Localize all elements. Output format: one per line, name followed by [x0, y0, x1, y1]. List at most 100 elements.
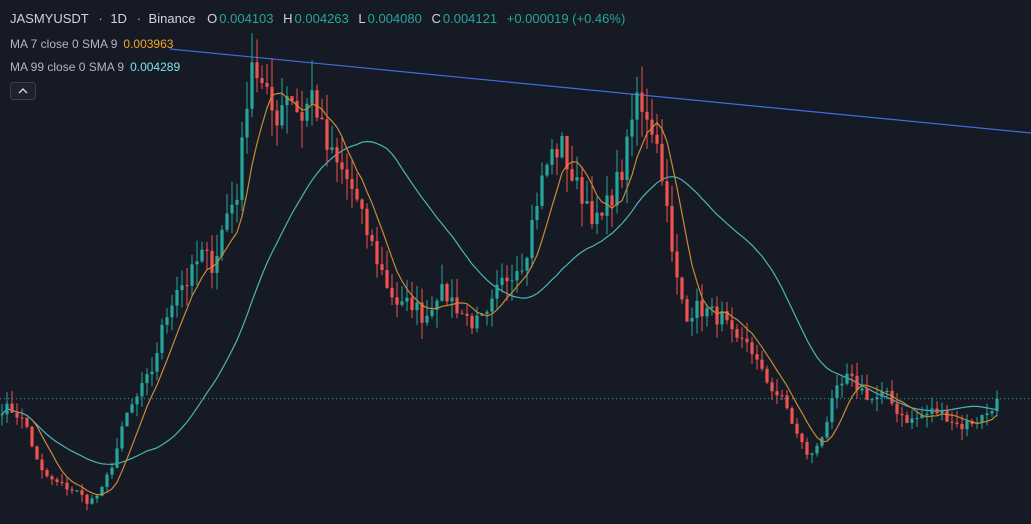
candle-body[interactable] — [930, 408, 934, 414]
ma7-legend[interactable]: MA 7 close 0 SMA 9 0.003963 — [10, 37, 173, 51]
candle-body[interactable] — [120, 426, 124, 449]
candle-body[interactable] — [460, 313, 464, 315]
candle-body[interactable] — [500, 277, 504, 285]
candle-body[interactable] — [35, 446, 39, 460]
candle-body[interactable] — [455, 297, 459, 314]
candle-body[interactable] — [195, 261, 199, 265]
candle-body[interactable] — [800, 433, 804, 443]
candle-body[interactable] — [200, 249, 204, 262]
candle-body[interactable] — [525, 257, 529, 271]
candle-body[interactable] — [730, 320, 734, 330]
candle-body[interactable] — [165, 317, 169, 325]
candle-body[interactable] — [55, 479, 59, 482]
candle-body[interactable] — [740, 337, 744, 339]
candle-body[interactable] — [610, 195, 614, 206]
candle-body[interactable] — [925, 413, 929, 416]
candle-body[interactable] — [830, 398, 834, 422]
candle-body[interactable] — [665, 181, 669, 206]
candle-body[interactable] — [845, 373, 849, 384]
candle-body[interactable] — [550, 149, 554, 165]
candle-body[interactable] — [335, 147, 339, 163]
candle-body[interactable] — [100, 486, 104, 496]
candle-body[interactable] — [810, 453, 814, 455]
candle-body[interactable] — [780, 395, 784, 397]
candle-body[interactable] — [235, 199, 239, 205]
candle-body[interactable] — [400, 301, 404, 305]
candle-body[interactable] — [430, 309, 434, 316]
candle-body[interactable] — [760, 359, 764, 369]
candle-body[interactable] — [770, 382, 774, 392]
candle-body[interactable] — [735, 329, 739, 338]
candle-body[interactable] — [505, 277, 509, 282]
candle-body[interactable] — [205, 249, 209, 251]
candle-body[interactable] — [155, 352, 159, 372]
trendline[interactable] — [169, 48, 1031, 134]
candle-body[interactable] — [320, 117, 324, 120]
candle-body[interactable] — [885, 390, 889, 393]
candle-body[interactable] — [105, 474, 109, 487]
candle-body[interactable] — [210, 250, 214, 273]
candle-body[interactable] — [960, 423, 964, 430]
candle-body[interactable] — [275, 110, 279, 126]
candle-body[interactable] — [425, 315, 429, 323]
candle-body[interactable] — [675, 251, 679, 278]
candle-body[interactable] — [60, 481, 64, 483]
candle-body[interactable] — [70, 489, 74, 491]
candle-body[interactable] — [365, 208, 369, 236]
candle-body[interactable] — [790, 408, 794, 424]
candle-body[interactable] — [815, 445, 819, 454]
candle-body[interactable] — [570, 169, 574, 181]
candle-body[interactable] — [315, 90, 319, 118]
candle-body[interactable] — [225, 213, 229, 230]
candle-body[interactable] — [490, 298, 494, 312]
candle-body[interactable] — [295, 100, 299, 113]
candle-body[interactable] — [965, 420, 969, 430]
candle-body[interactable] — [40, 459, 44, 471]
candle-body[interactable] — [215, 255, 219, 273]
candle-body[interactable] — [390, 287, 394, 298]
candle-body[interactable] — [685, 299, 689, 322]
candle-body[interactable] — [180, 285, 184, 291]
candle-body[interactable] — [135, 396, 139, 405]
candle-body[interactable] — [145, 374, 149, 384]
candle-body[interactable] — [950, 421, 954, 423]
candle-body[interactable] — [575, 177, 579, 181]
candle-body[interactable] — [890, 390, 894, 404]
candle-body[interactable] — [480, 313, 484, 316]
candle-body[interactable] — [630, 119, 634, 137]
candle-body[interactable] — [310, 90, 314, 104]
candle-body[interactable] — [515, 271, 519, 281]
candle-body[interactable] — [5, 403, 9, 415]
collapse-legend-button[interactable] — [10, 82, 36, 100]
candle-body[interactable] — [15, 412, 19, 418]
candle-body[interactable] — [465, 313, 469, 316]
candle-body[interactable] — [775, 391, 779, 396]
candle-body[interactable] — [700, 300, 704, 317]
candle-body[interactable] — [185, 285, 189, 287]
candle-body[interactable] — [715, 306, 719, 325]
ma99-legend[interactable]: MA 99 close 0 SMA 9 0.004289 — [10, 60, 180, 74]
candle-body[interactable] — [345, 169, 349, 180]
candle-body[interactable] — [660, 143, 664, 182]
candle-body[interactable] — [705, 308, 709, 317]
candle-body[interactable] — [745, 338, 749, 343]
candle-body[interactable] — [330, 147, 334, 150]
candle-body[interactable] — [0, 414, 4, 416]
candle-body[interactable] — [680, 277, 684, 300]
candle-body[interactable] — [980, 415, 984, 423]
candle-body[interactable] — [520, 270, 524, 272]
candle-body[interactable] — [795, 423, 799, 434]
candle-body[interactable] — [540, 175, 544, 207]
candle-body[interactable] — [370, 235, 374, 242]
candle-body[interactable] — [260, 78, 264, 83]
candle-body[interactable] — [545, 164, 549, 176]
candle-body[interactable] — [450, 297, 454, 302]
candle-body[interactable] — [190, 264, 194, 286]
candle-body[interactable] — [280, 105, 284, 126]
candle-body[interactable] — [80, 490, 84, 495]
candle-body[interactable] — [435, 300, 439, 310]
candle-body[interactable] — [670, 205, 674, 252]
candle-body[interactable] — [640, 92, 644, 112]
candle-body[interactable] — [65, 482, 69, 490]
candle-body[interactable] — [765, 368, 769, 383]
